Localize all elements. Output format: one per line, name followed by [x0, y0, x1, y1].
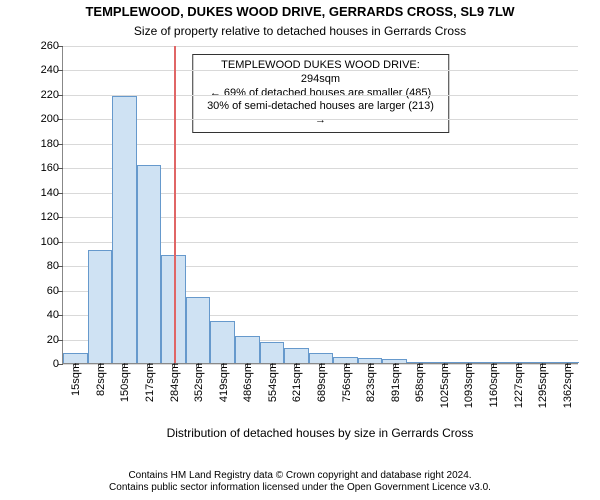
bar — [112, 96, 137, 363]
footer: Contains HM Land Registry data © Crown c… — [0, 470, 600, 494]
x-tick-label: 352sqm — [191, 363, 205, 402]
annotation-line: TEMPLEWOOD DUKES WOOD DRIVE: 294sqm — [201, 59, 441, 87]
annotation-line: ← 69% of detached houses are smaller (48… — [201, 87, 441, 101]
y-tick-label: 220 — [41, 89, 63, 101]
y-tick-label: 140 — [41, 187, 63, 199]
bar — [260, 342, 285, 363]
bar — [235, 336, 260, 363]
bar — [137, 165, 162, 363]
x-tick-label: 15sqm — [68, 363, 82, 396]
x-tick-label: 554sqm — [265, 363, 279, 402]
plot-area: TEMPLEWOOD DUKES WOOD DRIVE: 294sqm ← 69… — [62, 46, 578, 364]
reference-line — [174, 46, 176, 363]
y-tick-label: 180 — [41, 138, 63, 150]
annotation-box: TEMPLEWOOD DUKES WOOD DRIVE: 294sqm ← 69… — [192, 54, 450, 133]
x-tick-label: 621sqm — [289, 363, 303, 402]
y-tick-label: 200 — [41, 113, 63, 125]
x-tick-label: 419sqm — [216, 363, 230, 402]
grid-line — [63, 95, 578, 96]
bar — [186, 297, 211, 363]
x-tick-label: 756sqm — [339, 363, 353, 402]
y-tick-label: 100 — [41, 236, 63, 248]
y-tick-label: 120 — [41, 211, 63, 223]
x-tick-label: 150sqm — [117, 363, 131, 402]
footer-line: Contains public sector information licen… — [0, 482, 600, 494]
chart-subtitle: Size of property relative to detached ho… — [0, 24, 600, 38]
y-tick-label: 40 — [47, 309, 63, 321]
chart-title: TEMPLEWOOD, DUKES WOOD DRIVE, GERRARDS C… — [0, 4, 600, 19]
x-tick-label: 1025sqm — [437, 363, 451, 408]
grid-line — [63, 119, 578, 120]
x-axis-title: Distribution of detached houses by size … — [62, 426, 578, 440]
x-tick-label: 82sqm — [93, 363, 107, 396]
annotation-line: 30% of semi-detached houses are larger (… — [201, 100, 441, 128]
y-tick-label: 160 — [41, 162, 63, 174]
grid-line — [63, 70, 578, 71]
grid-line — [63, 144, 578, 145]
y-tick-label: 240 — [41, 64, 63, 76]
x-tick-label: 1227sqm — [511, 363, 525, 408]
y-tick-label: 20 — [47, 334, 63, 346]
bar — [210, 321, 235, 363]
x-tick-label: 1295sqm — [535, 363, 549, 408]
bar — [309, 353, 334, 363]
x-tick-label: 1093sqm — [461, 363, 475, 408]
x-tick-label: 823sqm — [363, 363, 377, 402]
chart-container: TEMPLEWOOD, DUKES WOOD DRIVE, GERRARDS C… — [0, 0, 600, 500]
y-tick-label: 260 — [41, 40, 63, 52]
footer-line: Contains HM Land Registry data © Crown c… — [0, 470, 600, 482]
bar — [284, 348, 309, 363]
bar — [88, 250, 113, 363]
x-tick-label: 1160sqm — [486, 363, 500, 407]
x-tick-label: 486sqm — [240, 363, 254, 402]
x-tick-label: 217sqm — [142, 363, 156, 402]
x-tick-label: 891sqm — [388, 363, 402, 402]
x-tick-label: 284sqm — [167, 363, 181, 402]
x-tick-label: 689sqm — [314, 363, 328, 402]
grid-line — [63, 46, 578, 47]
y-tick-label: 80 — [47, 260, 63, 272]
y-tick-label: 60 — [47, 285, 63, 297]
bar — [63, 353, 88, 363]
y-tick-label: 0 — [53, 358, 63, 370]
x-tick-label: 958sqm — [412, 363, 426, 402]
x-tick-label: 1362sqm — [560, 363, 574, 408]
